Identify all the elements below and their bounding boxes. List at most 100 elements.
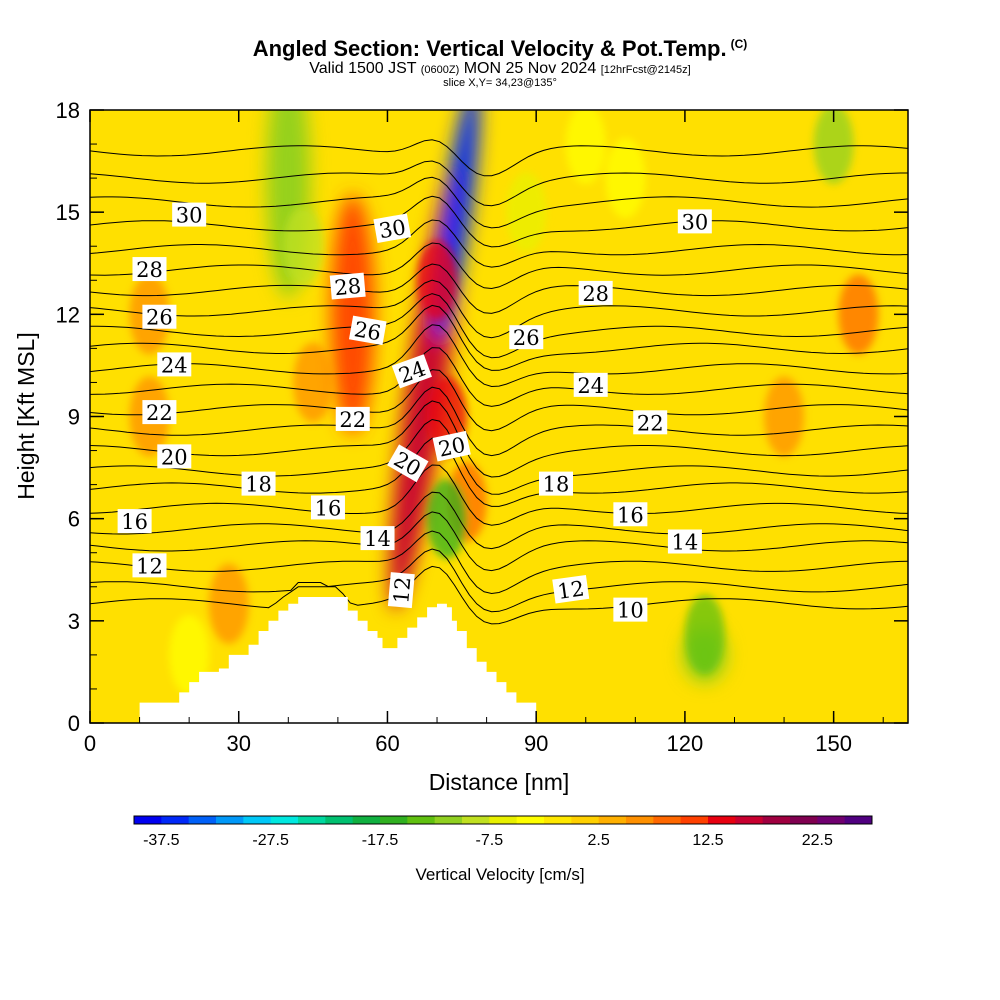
label-box (552, 574, 590, 604)
isentrope-line (90, 437, 908, 507)
label-box (172, 202, 207, 227)
label-box (335, 406, 370, 431)
isentrope-label: 16 (613, 502, 648, 527)
colorbar-tick-label: 12.5 (692, 832, 723, 849)
isentrope-label-text: 14 (364, 527, 391, 551)
colorbar-tick-label: 22.5 (802, 832, 833, 849)
isentrope-line (90, 304, 908, 371)
isentrope-label: 20 (432, 430, 471, 462)
isentrope-label-text: 18 (543, 473, 570, 497)
isentrope-label: 18 (539, 471, 574, 497)
label-box (613, 597, 648, 622)
isentrope-label: 12 (132, 553, 167, 578)
isentrope-label: 20 (157, 444, 192, 469)
isentrope-line (90, 418, 908, 495)
isentrope-label-text: 22 (637, 411, 664, 435)
isentrope-label-text: 16 (617, 503, 644, 527)
label-box (132, 553, 167, 578)
isentrope-label: 22 (142, 400, 177, 425)
isentrope-line (90, 491, 908, 550)
colorbar-swatch (134, 816, 162, 824)
x-tick-label: 90 (524, 731, 548, 756)
colorbar-tick-label: -17.5 (362, 832, 399, 849)
colorbar-swatch (325, 816, 354, 824)
label-box (142, 304, 177, 329)
y-tick-label: 12 (56, 302, 80, 327)
isentrope-line (90, 511, 908, 572)
field-patch (565, 110, 606, 185)
valid-utc: (0600Z) (420, 64, 460, 76)
colorbar-swatch (407, 816, 436, 824)
colorbar-swatch (298, 816, 326, 824)
isentrope-label: 18 (241, 471, 276, 497)
colorbar-swatch (817, 816, 846, 824)
colorbar-swatch (270, 816, 299, 824)
isentrope-label-text: 10 (617, 599, 644, 623)
label-box (387, 444, 429, 483)
x-tick-label: 30 (226, 731, 250, 756)
label-box (348, 315, 387, 346)
label-box (157, 352, 192, 377)
isentrope-label: 14 (360, 526, 395, 551)
field-patch (293, 342, 334, 423)
terrain-shape (139, 597, 537, 723)
field-patch (283, 206, 324, 287)
field-patch (417, 240, 458, 321)
axes: 0 30 60 90 120 150 0 3 6 9 12 15 18 (56, 98, 908, 756)
isentrope-line (90, 347, 908, 407)
field-patch (764, 376, 805, 457)
field-patch (426, 478, 467, 559)
y-tick-label: 0 (68, 711, 80, 736)
isentrope-label-text: 26 (352, 317, 382, 345)
colorbar-swatch (489, 816, 518, 824)
title-text: Angled Section: Vertical Velocity & Pot.… (252, 36, 727, 61)
colorbar-swatch (735, 816, 764, 824)
isentrope-label: 22 (633, 410, 668, 435)
isentrope-line (90, 565, 908, 625)
label-box (677, 209, 712, 234)
label-box (387, 572, 415, 609)
x-tick-label: 150 (815, 731, 852, 756)
isentrope-label-text: 24 (577, 374, 604, 398)
field-patch (506, 172, 547, 253)
isentrope-label-text: 12 (136, 554, 163, 578)
isentrope-label: 24 (391, 354, 432, 389)
colorbar-swatch (571, 816, 600, 824)
colorbar-swatch (462, 816, 490, 824)
y-tick-label: 15 (56, 200, 80, 225)
isentrope-label-text: 30 (377, 215, 407, 243)
isentrope-label: 22 (335, 406, 370, 432)
colorbar-swatch (243, 816, 272, 824)
isentrope-label: 26 (348, 315, 387, 346)
colorbar-swatch (762, 816, 791, 824)
label-box (432, 430, 471, 462)
isentrope-label: 28 (578, 280, 613, 306)
x-tick-label: 120 (667, 731, 704, 756)
colorbar-swatch (380, 816, 408, 824)
isentrope-label-text: 14 (672, 531, 699, 555)
colorbar-tick-label: -37.5 (143, 832, 180, 849)
isentrope-line (90, 386, 908, 457)
label-box (132, 257, 167, 282)
label-box (509, 325, 544, 350)
y-tick-label: 9 (68, 405, 80, 430)
label-box (373, 213, 412, 243)
label-box (360, 526, 395, 551)
isentrope-label: 12 (552, 574, 590, 604)
isentrope-label-text: 16 (315, 496, 342, 520)
colorbar-swatch (352, 816, 381, 824)
slice-info: slice X,Y= 34,23@135° (443, 77, 557, 89)
isentrope-line (90, 464, 908, 526)
isentrope-line (90, 400, 908, 478)
field-patch (838, 274, 879, 355)
colorbar-swatch (516, 816, 545, 824)
colorbar-swatch (708, 816, 736, 824)
valid-date: MON 25 Nov 2024 (463, 60, 597, 77)
label-box (391, 354, 432, 389)
isentrope-line (90, 548, 908, 613)
colorbar-swatch (544, 816, 572, 824)
isentrope-label: 10 (613, 597, 648, 623)
isentrope-label-text: 22 (146, 401, 173, 425)
isentrope-label: 26 (509, 325, 544, 350)
